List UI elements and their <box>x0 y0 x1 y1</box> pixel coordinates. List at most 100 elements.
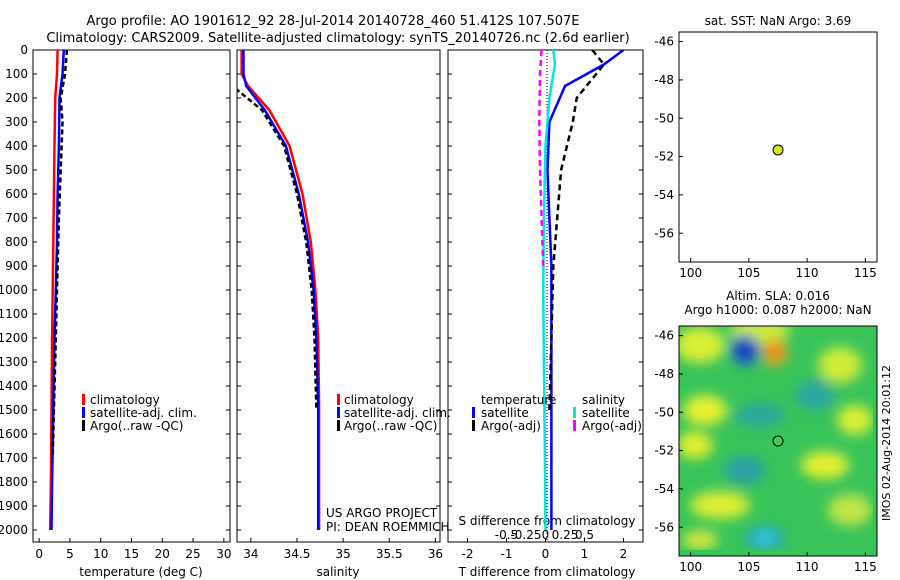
legend-label-satellite: satellite-adj. clim. <box>344 406 451 420</box>
salinity-panel: 34 34.5 35 35.5 36 salinity climatology sate… <box>236 49 451 579</box>
x-tick-label: 1 <box>581 547 589 561</box>
x-tick-label: 10 <box>93 547 108 561</box>
map-y-tick-label: -54 <box>654 482 674 496</box>
map-x-tick-label: 115 <box>854 560 877 574</box>
salinity-x-axis: 34 34.5 35 35.5 36 <box>243 538 443 561</box>
depth-tick-label: 500 <box>5 163 28 177</box>
legend-swatch-argo <box>82 420 85 431</box>
s-diff-tick-label: -0.5 <box>495 528 518 542</box>
depth-tick-label: 0 <box>20 43 28 57</box>
difference-legend: temperature salinity satellite Argo(-adj… <box>472 393 642 433</box>
sla-title-1: Altim. SLA: 0.016 <box>726 289 830 303</box>
series-line-temperature-argo-adj- <box>548 50 606 411</box>
map-y-tick-label: -54 <box>654 188 674 202</box>
depth-tick-label: 1900 <box>0 499 28 513</box>
legend-swatch-argo <box>337 420 340 431</box>
depth-tick-label: 1700 <box>0 451 28 465</box>
salinity-axes-frame <box>236 49 441 543</box>
x-tick-label: 35 <box>335 547 350 561</box>
float-position-marker <box>772 435 784 447</box>
pi-note: PI: DEAN ROEMMICH <box>326 520 449 534</box>
map-x-tick-label: 110 <box>796 266 819 280</box>
sla-axes: 100 105 110 115 -46 -48 -50 -52 -54 -56 <box>654 329 876 574</box>
depth-tick-label: 400 <box>5 139 28 153</box>
legend-header-temperature: temperature <box>481 393 556 407</box>
sst-axes: 100 105 110 115 -46 -48 -50 -52 -54 -56 <box>654 35 876 280</box>
x-tick-label: 34.5 <box>284 547 311 561</box>
map-y-tick-label: -52 <box>654 150 674 164</box>
legend-label-climatology: climatology <box>344 393 414 407</box>
x-tick-label: 30 <box>216 547 231 561</box>
legend-label-t-satellite: satellite <box>481 406 529 420</box>
depth-tick-label: 300 <box>5 115 28 129</box>
map-y-tick-label: -48 <box>654 367 674 381</box>
depth-tick-label: 700 <box>5 211 28 225</box>
depth-tick-label: 1800 <box>0 475 28 489</box>
legend-header-salinity: salinity <box>582 393 625 407</box>
difference-xlabel-top: S difference from climatology <box>459 514 636 528</box>
legend-swatch-climatology <box>82 394 85 405</box>
legend-label-t-argo: Argo(-adj) <box>481 419 541 433</box>
depth-tick-label: 1000 <box>0 283 28 297</box>
temperature-panel: 0100200300400500600700800900100011001200… <box>0 43 643 579</box>
depth-tick-label: 900 <box>5 259 28 273</box>
x-tick-label: 34 <box>243 547 258 561</box>
depth-tick-label: 1400 <box>0 379 28 393</box>
sla-title-2: Argo h1000: 0.087 h2000: NaN <box>684 303 871 317</box>
sst-title: sat. SST: NaN Argo: 3.69 <box>705 14 852 28</box>
x-tick-label: 2 <box>620 547 628 561</box>
x-tick-label: 0 <box>542 547 550 561</box>
series-line-argo-raw-qc- <box>237 88 318 411</box>
sla-heatmap <box>679 326 877 556</box>
legend-swatch-climatology <box>337 394 340 405</box>
difference-xlabel: T difference from climatology <box>458 565 636 579</box>
map-y-tick-label: -46 <box>654 35 674 49</box>
series-line-climatology <box>240 50 321 530</box>
series-line-satellite-adj-clim- <box>242 50 320 530</box>
depth-axis: 0 100 200 300 400 500 600 700 800 900 1000 1100 1200… <box>0 43 643 537</box>
x-tick-label: 25 <box>185 547 200 561</box>
map-y-tick-label: -56 <box>654 520 674 534</box>
depth-tick-label: 800 <box>5 235 28 249</box>
sla-axes-frame <box>678 325 878 557</box>
map-x-tick-label: 115 <box>854 266 877 280</box>
temperature-xlabel: temperature (deg C) <box>79 565 202 579</box>
x-tick-label: 20 <box>155 547 170 561</box>
x-tick-label: -2 <box>462 547 474 561</box>
difference-x-axis: -2 -1 0 1 2 -0.5-0.25 0 0.250.5 <box>462 528 628 561</box>
map-y-tick-label: -50 <box>654 405 674 419</box>
legend-swatch-s-satellite <box>573 407 576 418</box>
series-line-temperature-satellite <box>546 50 625 530</box>
depth-tick-label: 1600 <box>0 427 28 441</box>
depth-tick-label: 1300 <box>0 355 28 369</box>
map-x-tick-label: 105 <box>737 266 760 280</box>
map-y-tick-label: -56 <box>654 226 674 240</box>
x-tick-label: 36 <box>428 547 443 561</box>
salinity-xlabel: salinity <box>316 565 359 579</box>
legend-swatch-t-argo <box>472 420 475 431</box>
title-line-2: Climatology: CARS2009. Satellite-adjuste… <box>46 31 629 46</box>
series-line-climatology <box>48 50 59 531</box>
temperature-legend: climatology satellite-adj. clim. Argo(..… <box>82 393 197 433</box>
difference-panel: -2 -1 0 1 2 -0.5-0.25 0 0.250.5 S difference fr… <box>447 49 644 579</box>
timestamp-label: IMOS 02-Aug-2014 20:01:12 <box>880 365 893 521</box>
map-y-tick-label: -52 <box>654 444 674 458</box>
series-line-salinity-satellite <box>541 50 557 531</box>
legend-swatch-satellite <box>82 407 85 418</box>
depth-tick-label: 1200 <box>0 331 28 345</box>
x-tick-label: 35.5 <box>376 547 403 561</box>
depth-tick-label: 1500 <box>0 403 28 417</box>
series-line-argo-raw-qc- <box>51 50 69 459</box>
sst-map-panel: sat. SST: NaN Argo: 3.69 100 105 110 115 -46… <box>654 14 878 280</box>
title-line-1: Argo profile: AO 1901612_92 28-Jul-2014 … <box>86 14 579 29</box>
map-y-tick-label: -50 <box>654 111 674 125</box>
project-note: US ARGO PROJECT <box>326 506 438 520</box>
temperature-x-axis: 0 5 10 15 20 25 30 <box>35 538 231 561</box>
series-line-salinity-argo-adj- <box>538 50 545 267</box>
legend-label-argo: Argo(..raw -QC) <box>344 419 437 433</box>
depth-tick-label: 100 <box>5 67 28 81</box>
map-x-tick-label: 100 <box>679 266 702 280</box>
depth-tick-label: 200 <box>5 91 28 105</box>
x-tick-label: -1 <box>501 547 513 561</box>
